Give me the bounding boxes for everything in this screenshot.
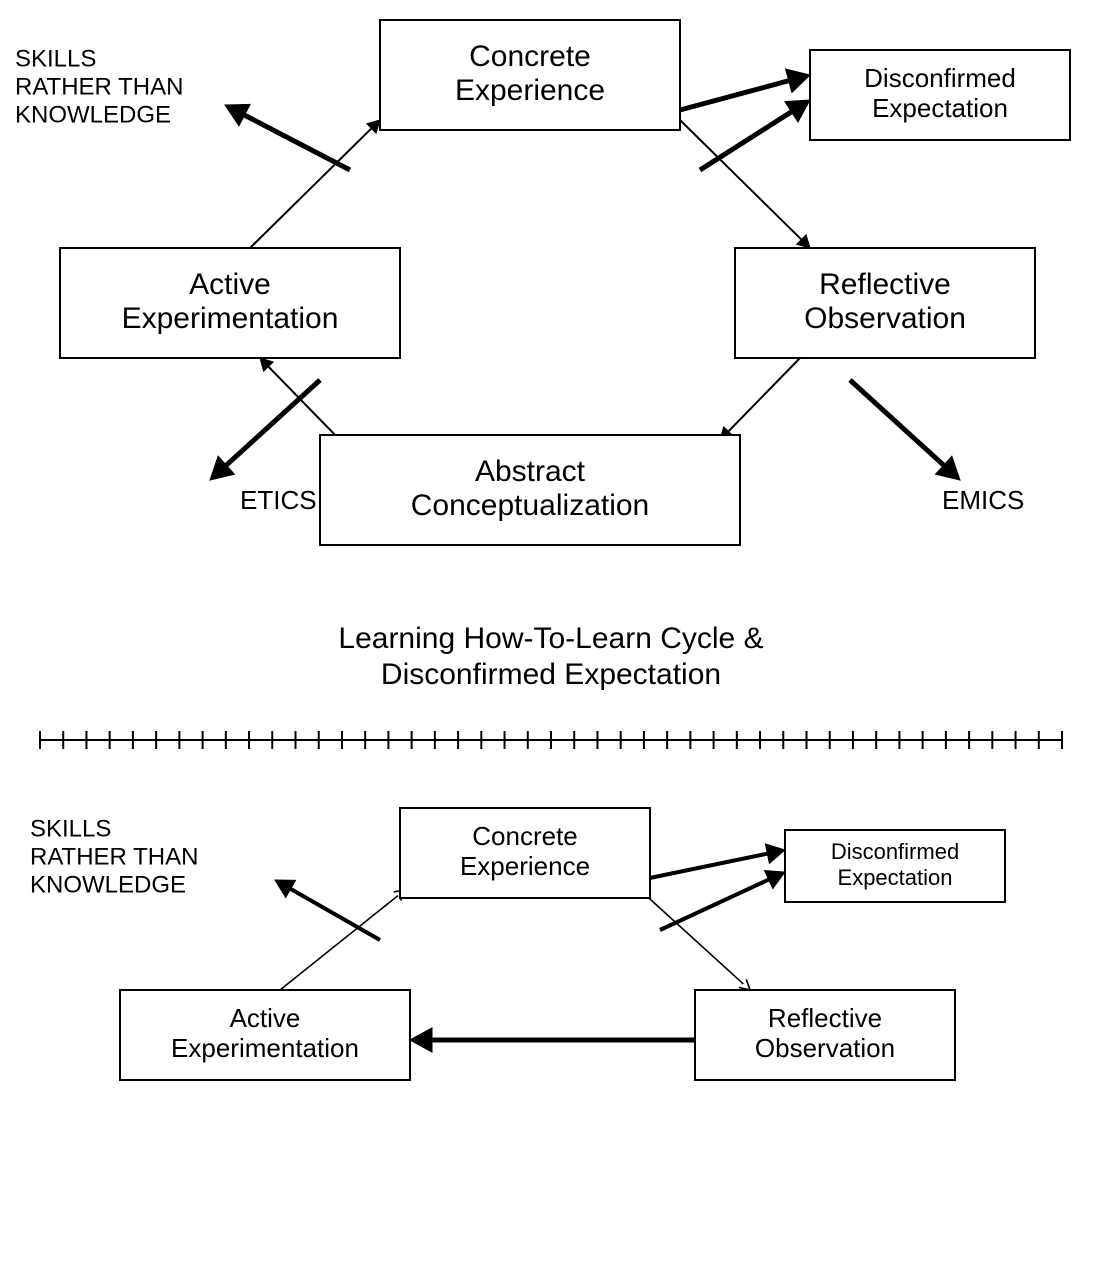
caption-line0: Learning How-To-Learn Cycle & <box>338 622 763 655</box>
node-bottom-active-line1: Experimentation <box>171 1033 359 1063</box>
caption-line1: Disconfirmed Expectation <box>381 658 721 691</box>
node-top-active-line1: Experimentation <box>122 302 339 335</box>
node-top-concrete: ConcreteExperience <box>380 20 680 130</box>
top-skills-label-line1: RATHER THAN <box>15 73 183 100</box>
node-bottom-disconfirmed-line1: Expectation <box>838 865 953 890</box>
node-bottom-reflective: ReflectiveObservation <box>695 990 955 1080</box>
bottom-skills-label-line0: SKILLS <box>30 815 111 842</box>
node-bottom-active: ActiveExperimentation <box>120 990 410 1080</box>
node-top-concrete-line0: Concrete <box>469 40 591 73</box>
bottom-skills-label-line1: RATHER THAN <box>30 843 198 870</box>
node-top-reflective-line1: Observation <box>804 302 966 335</box>
node-top-concrete-line1: Experience <box>455 74 605 107</box>
node-top-disconfirmed-line1: Expectation <box>872 93 1008 123</box>
node-bottom-disconfirmed: DisconfirmedExpectation <box>785 830 1005 902</box>
node-top-disconfirmed: DisconfirmedExpectation <box>810 50 1070 140</box>
top-skills-label-line0: SKILLS <box>15 45 96 72</box>
node-top-disconfirmed-line0: Disconfirmed <box>864 63 1016 93</box>
node-bottom-concrete: ConcreteExperience <box>400 808 650 898</box>
top-skills-label-line2: KNOWLEDGE <box>15 101 171 128</box>
node-bottom-reflective-line1: Observation <box>755 1033 895 1063</box>
node-top-abstract-line0: Abstract <box>475 455 586 488</box>
diagram-canvas: ConcreteExperienceReflectiveObservationA… <box>0 0 1102 1263</box>
bottom-skills-label-line2: KNOWLEDGE <box>30 871 186 898</box>
node-top-reflective: ReflectiveObservation <box>735 248 1035 358</box>
node-bottom-disconfirmed-line0: Disconfirmed <box>831 839 959 864</box>
node-top-abstract-line1: Conceptualization <box>411 489 650 522</box>
node-top-reflective-line0: Reflective <box>819 268 951 301</box>
node-top-active: ActiveExperimentation <box>60 248 400 358</box>
node-top-active-line0: Active <box>189 268 271 301</box>
node-bottom-concrete-line1: Experience <box>460 851 590 881</box>
node-bottom-active-line0: Active <box>230 1003 301 1033</box>
top-etics-label: ETICS <box>240 485 317 515</box>
node-top-abstract: AbstractConceptualization <box>320 435 740 545</box>
node-bottom-concrete-line0: Concrete <box>472 821 578 851</box>
top-emics-label: EMICS <box>942 485 1024 515</box>
node-bottom-reflective-line0: Reflective <box>768 1003 882 1033</box>
